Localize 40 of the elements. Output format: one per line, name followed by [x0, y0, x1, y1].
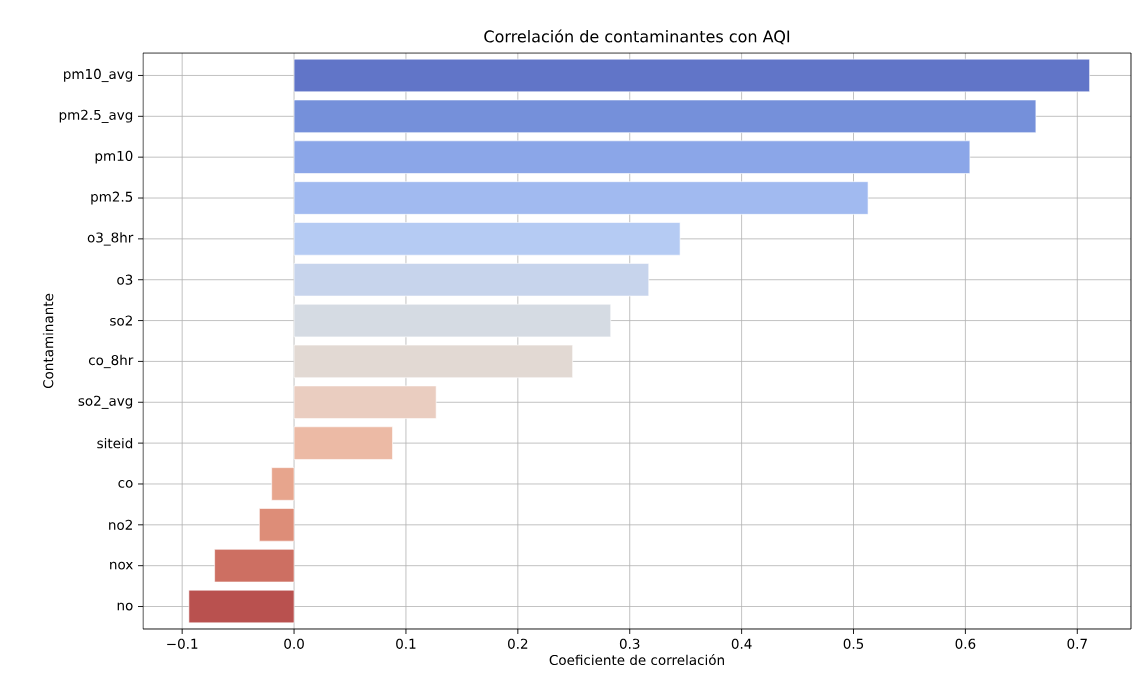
bar	[293, 99, 1037, 133]
y-tick-label: so2_avg	[78, 395, 133, 409]
bar	[293, 222, 681, 256]
y-tick-label: co_8hr	[88, 354, 134, 369]
bar	[293, 181, 869, 215]
x-axis-title: Coeficiente de correlación	[549, 654, 724, 666]
y-tick-label: pm2.5_avg	[59, 109, 133, 123]
bar	[214, 549, 295, 583]
y-tick-label: no	[117, 602, 133, 611]
bar	[293, 344, 573, 379]
x-tick-label: 0.5	[843, 638, 864, 649]
y-tick-label: o3_8hr	[87, 232, 134, 246]
x-tick-label: −0.1	[167, 638, 198, 649]
y-tick-label: no2	[109, 519, 132, 530]
x-tick-label: 0.2	[508, 638, 528, 649]
y-axis-title: Contaminante	[42, 293, 54, 389]
y-tick-label: siteid	[97, 437, 133, 449]
bar	[293, 263, 650, 297]
bar	[259, 508, 295, 542]
x-tick-label: 0.1	[396, 638, 416, 649]
x-tick-label: 0.7	[1067, 638, 1087, 649]
y-tick-label: pm10_avg	[64, 68, 133, 83]
y-tick-label: pm2.5	[91, 191, 133, 205]
bar	[271, 467, 295, 501]
x-tick-label: 0.4	[731, 638, 752, 649]
bar	[293, 58, 1090, 93]
bar	[293, 385, 437, 419]
y-tick-label: pm10	[95, 150, 133, 164]
bar	[293, 303, 612, 338]
bar	[293, 140, 971, 174]
x-tick-label: 0.0	[284, 638, 304, 649]
y-tick-label: o3	[117, 274, 133, 285]
y-tick-label: co	[118, 480, 133, 488]
x-tick-label: 0.6	[955, 638, 976, 649]
chart-title: Correlación de contaminantes con AQI	[484, 29, 790, 45]
y-tick-label: nox	[110, 561, 133, 570]
bar	[188, 589, 295, 624]
bar	[293, 426, 393, 460]
y-tick-label: so2	[110, 315, 132, 326]
x-tick-label: 0.3	[619, 638, 640, 649]
